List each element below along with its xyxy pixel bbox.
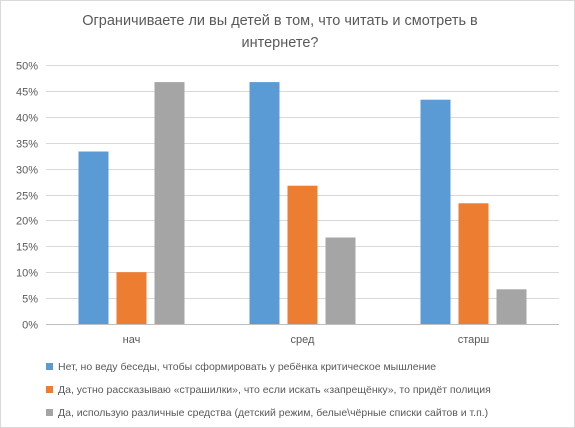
y-tick-label: 10% [16,268,38,280]
bar-нач-series-1 [78,151,109,324]
bar-сред-series-3 [325,237,356,324]
y-tick-label: 15% [16,242,38,254]
bar-старш-series-1 [420,99,451,324]
legend-swatch [46,409,53,416]
y-tick-label: 0% [22,320,38,332]
y-axis-ticks: 0% 5% 10% 15% 20% 25% 30% 35% 40% 45% 50% [16,61,38,332]
legend-item: Да, устно рассказываю «страшилки», что е… [46,378,566,401]
bars [78,82,527,324]
y-tick-label: 35% [16,139,38,151]
bar-нач-series-2 [116,272,147,324]
legend-swatch [46,386,53,393]
y-tick-label: 45% [16,87,38,99]
legend-item: Нет, но веду беседы, чтобы сформировать … [46,355,566,378]
y-tick-label: 5% [22,294,38,306]
y-tick-label: 40% [16,113,38,125]
bar-сред-series-1 [249,82,280,324]
x-axis-ticks: нач сред старш [123,334,490,346]
y-tick-label: 30% [16,165,38,177]
y-tick-label: 50% [16,61,38,73]
legend: Нет, но веду беседы, чтобы сформировать … [46,355,566,424]
legend-label: Да, устно рассказываю «страшилки», что е… [58,383,491,396]
bar-старш-series-3 [496,289,527,324]
bar-нач-series-3 [154,82,185,324]
x-tick-label: старш [458,334,490,346]
legend-label: Нет, но веду беседы, чтобы сформировать … [58,360,437,373]
y-tick-label: 20% [16,216,38,228]
y-tick-label: 25% [16,191,38,203]
legend-item: Да, использую различные средства (детски… [46,401,566,424]
legend-label: Да, использую различные средства (детски… [58,406,489,419]
x-tick-label: сред [291,334,315,346]
legend-swatch [46,363,53,370]
bar-сред-series-2 [287,185,318,324]
chart-title: Ограничиваете ли вы детей в том, что чит… [82,13,478,51]
x-tick-label: нач [123,334,141,346]
bar-старш-series-2 [458,203,489,324]
